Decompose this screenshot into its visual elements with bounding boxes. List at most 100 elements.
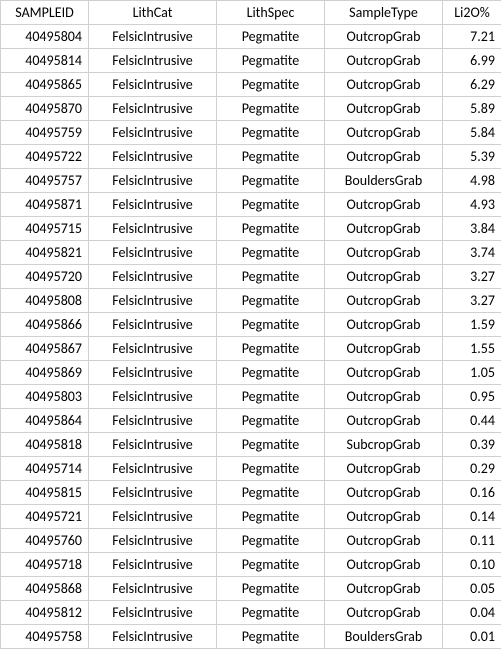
table-cell: OutcropGrab [325,145,443,169]
table-cell: 0.04 [443,601,501,625]
table-row: 40495818FelsicIntrusivePegmatiteSubcropG… [1,433,501,457]
table-cell: OutcropGrab [325,217,443,241]
table-cell: 4.93 [443,193,501,217]
table-cell: 0.29 [443,457,501,481]
table-cell: OutcropGrab [325,121,443,145]
table-cell: Pegmatite [217,25,325,49]
table-cell: 0.11 [443,529,501,553]
table-cell: 40495864 [1,409,89,433]
table-cell: 3.27 [443,265,501,289]
table-cell: BouldersGrab [325,169,443,193]
table-row: 40495866FelsicIntrusivePegmatiteOutcropG… [1,313,501,337]
table-row: 40495808FelsicIntrusivePegmatiteOutcropG… [1,289,501,313]
table-cell: 0.14 [443,505,501,529]
samples-table: SAMPLEIDLithCatLithSpecSampleTypeLi2O% 4… [0,0,501,649]
table-cell: 40495757 [1,169,89,193]
table-row: 40495718FelsicIntrusivePegmatiteOutcropG… [1,553,501,577]
table-cell: OutcropGrab [325,505,443,529]
table-cell: 40495818 [1,433,89,457]
table-cell: Pegmatite [217,433,325,457]
table-cell: 40495808 [1,289,89,313]
table-cell: 0.39 [443,433,501,457]
table-cell: 3.84 [443,217,501,241]
table-cell: FelsicIntrusive [89,193,217,217]
table-cell: 0.01 [443,625,501,649]
table-row: 40495714FelsicIntrusivePegmatiteOutcropG… [1,457,501,481]
table-cell: FelsicIntrusive [89,553,217,577]
table-cell: FelsicIntrusive [89,121,217,145]
table-row: 40495758FelsicIntrusivePegmatiteBoulders… [1,625,501,649]
table-cell: FelsicIntrusive [89,577,217,601]
table-cell: 0.44 [443,409,501,433]
table-cell: 0.16 [443,481,501,505]
table-cell: 0.10 [443,553,501,577]
table-cell: 40495722 [1,145,89,169]
table-cell: FelsicIntrusive [89,25,217,49]
table-cell: Pegmatite [217,121,325,145]
table-cell: OutcropGrab [325,529,443,553]
table-cell: Pegmatite [217,97,325,121]
table-row: 40495757FelsicIntrusivePegmatiteBoulders… [1,169,501,193]
table-cell: OutcropGrab [325,601,443,625]
table-cell: OutcropGrab [325,25,443,49]
table-cell: 40495867 [1,337,89,361]
table-cell: 6.99 [443,49,501,73]
table-cell: OutcropGrab [325,265,443,289]
table-cell: 40495760 [1,529,89,553]
table-cell: OutcropGrab [325,481,443,505]
table-cell: Pegmatite [217,337,325,361]
table-cell: FelsicIntrusive [89,433,217,457]
table-cell: Pegmatite [217,289,325,313]
table-cell: FelsicIntrusive [89,265,217,289]
table-cell: Pegmatite [217,409,325,433]
table-cell: OutcropGrab [325,241,443,265]
table-row: 40495720FelsicIntrusivePegmatiteOutcropG… [1,265,501,289]
table-cell: 3.74 [443,241,501,265]
table-cell: FelsicIntrusive [89,217,217,241]
table-cell: 7.21 [443,25,501,49]
table-cell: 4.98 [443,169,501,193]
table-cell: FelsicIntrusive [89,97,217,121]
table-cell: Pegmatite [217,193,325,217]
table-cell: FelsicIntrusive [89,409,217,433]
table-cell: 1.05 [443,361,501,385]
table-cell: Pegmatite [217,169,325,193]
table-cell: Pegmatite [217,49,325,73]
table-cell: 40495865 [1,73,89,97]
table-row: 40495722FelsicIntrusivePegmatiteOutcropG… [1,145,501,169]
table-cell: 40495866 [1,313,89,337]
table-row: 40495865FelsicIntrusivePegmatiteOutcropG… [1,73,501,97]
table-row: 40495815FelsicIntrusivePegmatiteOutcropG… [1,481,501,505]
table-cell: 40495815 [1,481,89,505]
table-row: 40495715FelsicIntrusivePegmatiteOutcropG… [1,217,501,241]
table-cell: FelsicIntrusive [89,241,217,265]
column-header: LithCat [89,1,217,25]
table-row: 40495803FelsicIntrusivePegmatiteOutcropG… [1,385,501,409]
table-cell: OutcropGrab [325,337,443,361]
table-cell: OutcropGrab [325,457,443,481]
table-cell: Pegmatite [217,577,325,601]
table-cell: 40495715 [1,217,89,241]
column-header: SampleType [325,1,443,25]
table-cell: Pegmatite [217,481,325,505]
table-cell: 5.39 [443,145,501,169]
table-cell: OutcropGrab [325,97,443,121]
table-cell: SubcropGrab [325,433,443,457]
table-cell: OutcropGrab [325,193,443,217]
table-body: 40495804FelsicIntrusivePegmatiteOutcropG… [1,25,501,649]
table-cell: 40495870 [1,97,89,121]
table-cell: FelsicIntrusive [89,385,217,409]
table-row: 40495812FelsicIntrusivePegmatiteOutcropG… [1,601,501,625]
table-cell: FelsicIntrusive [89,289,217,313]
table-cell: Pegmatite [217,73,325,97]
table-cell: 40495718 [1,553,89,577]
table-cell: FelsicIntrusive [89,601,217,625]
table-cell: Pegmatite [217,529,325,553]
table-row: 40495759FelsicIntrusivePegmatiteOutcropG… [1,121,501,145]
table-cell: 6.29 [443,73,501,97]
table-cell: FelsicIntrusive [89,505,217,529]
column-header: SAMPLEID [1,1,89,25]
table-cell: OutcropGrab [325,361,443,385]
table-row: 40495864FelsicIntrusivePegmatiteOutcropG… [1,409,501,433]
table-cell: Pegmatite [217,457,325,481]
